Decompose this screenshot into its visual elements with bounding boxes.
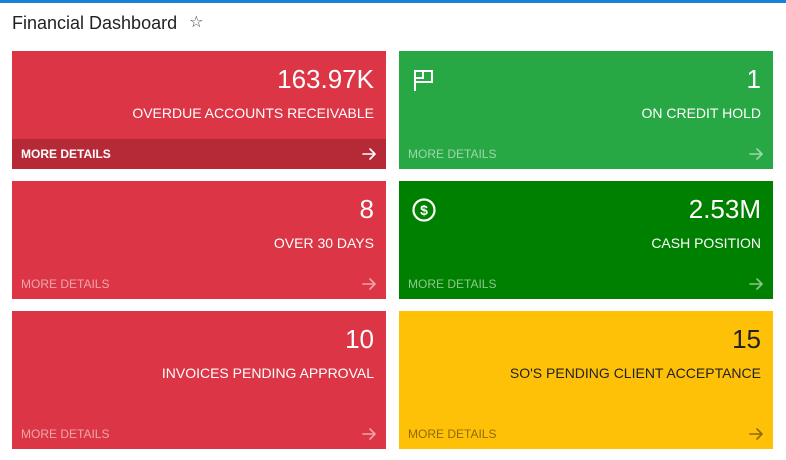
tile-cash-position: $ 2.53M CASH POSITION MORE DETAILS (399, 181, 773, 299)
tile-value: 1 (746, 64, 761, 94)
tile-over-30-days: 8 OVER 30 DAYS MORE DETAILS (12, 181, 386, 299)
more-details-link[interactable]: MORE DETAILS (12, 419, 386, 449)
svg-text:$: $ (420, 202, 428, 218)
more-details-label: MORE DETAILS (21, 427, 110, 441)
more-details-label: MORE DETAILS (21, 277, 110, 291)
tile-label: OVER 30 DAYS (273, 235, 374, 251)
top-accent-line (0, 0, 786, 3)
tile-label: INVOICES PENDING APPROVAL (161, 365, 374, 381)
more-details-link[interactable]: MORE DETAILS (12, 139, 386, 169)
tile-value: 163.97K (277, 64, 374, 94)
arrow-right-icon (749, 148, 763, 160)
tile-value: 2.53M (688, 194, 761, 224)
dollar-circle-icon: $ (412, 198, 436, 222)
more-details-label: MORE DETAILS (408, 147, 497, 161)
tile-value: 15 (732, 324, 761, 354)
arrow-right-icon (362, 428, 376, 440)
more-details-link[interactable]: MORE DETAILS (399, 419, 773, 449)
tile-overdue-accounts-receivable: 163.97K OVERDUE ACCOUNTS RECEIVABLE MORE… (12, 51, 386, 169)
more-details-link[interactable]: MORE DETAILS (399, 139, 773, 169)
tile-value: 10 (345, 324, 374, 354)
tile-label: ON CREDIT HOLD (641, 105, 761, 121)
flag-icon (414, 70, 433, 91)
tile-on-credit-hold: 1 ON CREDIT HOLD MORE DETAILS (399, 51, 773, 169)
more-details-label: MORE DETAILS (408, 427, 497, 441)
arrow-right-icon (362, 278, 376, 290)
more-details-link[interactable]: MORE DETAILS (12, 269, 386, 299)
page-header: Financial Dashboard ☆ (12, 10, 203, 36)
arrow-right-icon (749, 278, 763, 290)
arrow-right-icon (362, 148, 376, 160)
tile-label: SO'S PENDING CLIENT ACCEPTANCE (509, 365, 761, 381)
tile-invoices-pending-approval: 10 INVOICES PENDING APPROVAL MORE DETAIL… (12, 311, 386, 449)
tile-label: OVERDUE ACCOUNTS RECEIVABLE (132, 105, 374, 121)
tile-label: CASH POSITION (651, 235, 761, 251)
tile-value: 8 (359, 194, 374, 224)
more-details-label: MORE DETAILS (21, 147, 111, 161)
more-details-link[interactable]: MORE DETAILS (399, 269, 773, 299)
tile-sos-pending-client-acceptance: 15 SO'S PENDING CLIENT ACCEPTANCE MORE D… (399, 311, 773, 449)
more-details-label: MORE DETAILS (408, 277, 497, 291)
page-title: Financial Dashboard (12, 12, 178, 33)
arrow-right-icon (749, 428, 763, 440)
star-outline-icon[interactable]: ☆ (189, 14, 204, 31)
